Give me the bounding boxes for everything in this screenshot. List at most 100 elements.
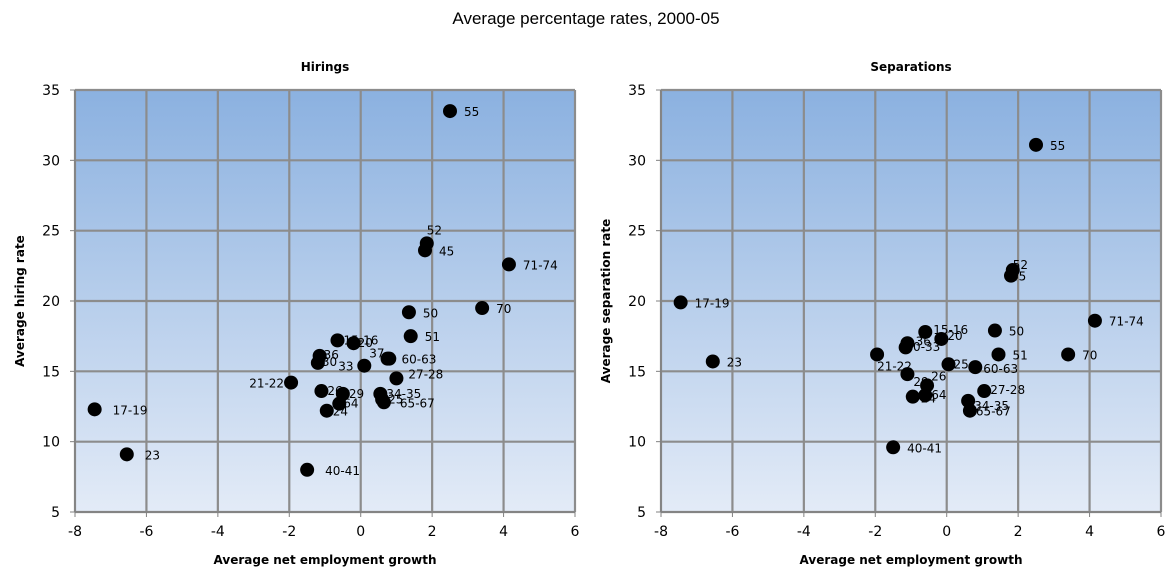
data-point-20 [934,331,949,346]
data-label-50: 50 [423,306,438,320]
data-label-70: 70 [496,302,511,316]
data-label-34-35: 34-35 [386,387,421,401]
y-tick-label: 20 [628,294,646,310]
y-tick-label: 25 [42,224,60,240]
data-label-64: 64 [931,388,946,402]
data-label-23: 23 [145,448,160,462]
data-point-21-22 [284,375,299,390]
data-label-64: 64 [343,397,358,411]
data-point-50 [401,305,416,320]
data-point-40-41 [886,440,901,455]
data-label-23: 23 [727,355,742,369]
data-point-29 [335,386,350,401]
y-tick-label: 25 [628,224,646,240]
data-point-71-74 [1087,313,1102,328]
data-label-27-28: 27-28 [408,367,443,381]
x-tick-label: 4 [1085,524,1094,540]
data-label-51: 51 [425,330,440,344]
data-label-52: 52 [1013,258,1028,272]
data-label-60-63: 60-63 [983,362,1018,376]
data-point-15-16 [330,333,345,348]
y-tick-label: 5 [637,505,646,521]
data-label-17-19: 17-19 [113,403,148,417]
x-tick-label: -8 [68,524,82,540]
data-label-20: 20 [947,329,962,343]
y-tick-label: 35 [42,83,60,99]
data-point-25 [941,357,956,372]
y-tick-label: 10 [42,435,60,451]
x-tick-label: 4 [499,524,508,540]
x-tick-label: -6 [139,524,153,540]
figure-title: Average percentage rates, 2000-05 [452,9,720,28]
data-point-65-67 [962,403,977,418]
data-point-17-19 [673,295,688,310]
data-label-29: 29 [913,375,928,389]
data-point-70 [475,301,490,316]
y-axis-title: Average hiring rate [13,235,27,367]
x-tick-label: -2 [282,524,296,540]
separations-scatter-chart: -8 -6 -4 -2 0 2 4 6 5 10 15 20 25 30 35 Separations Aver… [599,60,1166,567]
data-label-52: 52 [427,223,442,237]
data-point-64 [918,388,933,403]
data-label-36: 36 [324,348,339,362]
x-axis-title: Average net employment growth [214,553,437,567]
y-tick-label: 5 [51,505,60,521]
data-label-25: 25 [954,357,969,371]
y-tick-label: 20 [42,294,60,310]
data-label-27-28: 27-28 [990,383,1025,397]
data-label-55: 55 [1050,139,1065,153]
data-point-15-16 [918,324,933,339]
data-point-55 [443,104,457,119]
data-label-30-33: 30-33 [905,340,940,354]
data-point-60-63 [380,351,395,366]
data-point-70 [1061,347,1076,362]
data-point-17-19 [87,402,102,417]
x-tick-label: 6 [1157,524,1166,540]
data-label-45: 45 [439,244,454,258]
y-tick-label: 15 [42,364,60,380]
data-label-65-67: 65-67 [976,405,1011,419]
data-point-27-28 [977,384,992,399]
data-point-36 [898,340,913,355]
y-tick-label: 35 [628,83,646,99]
data-label-40-41: 40-41 [325,464,360,478]
data-point-65-67 [376,395,391,410]
data-label-71-74: 71-74 [523,258,558,272]
y-tick-label: 10 [628,435,646,451]
data-label-25: 25 [388,392,403,406]
x-tick-label: 0 [356,524,365,540]
data-point-21-22 [870,347,885,362]
x-tick-label: -8 [654,524,668,540]
chart-title: Separations [870,60,951,74]
data-point-20 [346,336,361,351]
data-point-51 [403,329,418,344]
data-label-45: 45 [1011,270,1026,284]
data-label-30: 30 [322,355,337,369]
data-point-55 [1029,137,1043,152]
x-tick-label: 0 [942,524,951,540]
data-point-30 [310,355,325,370]
x-tick-label: 2 [1014,524,1023,540]
data-label-60-63: 60-63 [402,353,437,367]
data-point-24 [319,403,334,418]
data-point-33 [357,358,372,373]
data-point-51 [991,347,1006,362]
y-tick-label: 30 [628,153,646,169]
y-tick-label: 30 [42,153,60,169]
data-label-20: 20 [358,336,373,350]
x-tick-label: -2 [868,524,882,540]
data-label-65-67: 65-67 [400,396,435,410]
data-label-55: 55 [464,105,479,119]
x-tick-label: -4 [797,524,811,540]
data-point-26 [314,384,329,399]
data-point-29 [900,367,915,382]
data-label-21-22: 21-22 [249,377,284,391]
x-tick-label: 2 [428,524,437,540]
data-point-27-28 [389,371,404,386]
x-tick-label: -4 [211,524,225,540]
data-label-51: 51 [1013,348,1028,362]
x-axis-title: Average net employment growth [800,553,1023,567]
data-point-23 [705,354,720,369]
y-tick-label: 15 [628,364,646,380]
hirings-scatter-chart: -8 -6 -4 -2 0 2 4 6 5 10 15 20 25 30 35 Hirings Average … [13,60,580,567]
